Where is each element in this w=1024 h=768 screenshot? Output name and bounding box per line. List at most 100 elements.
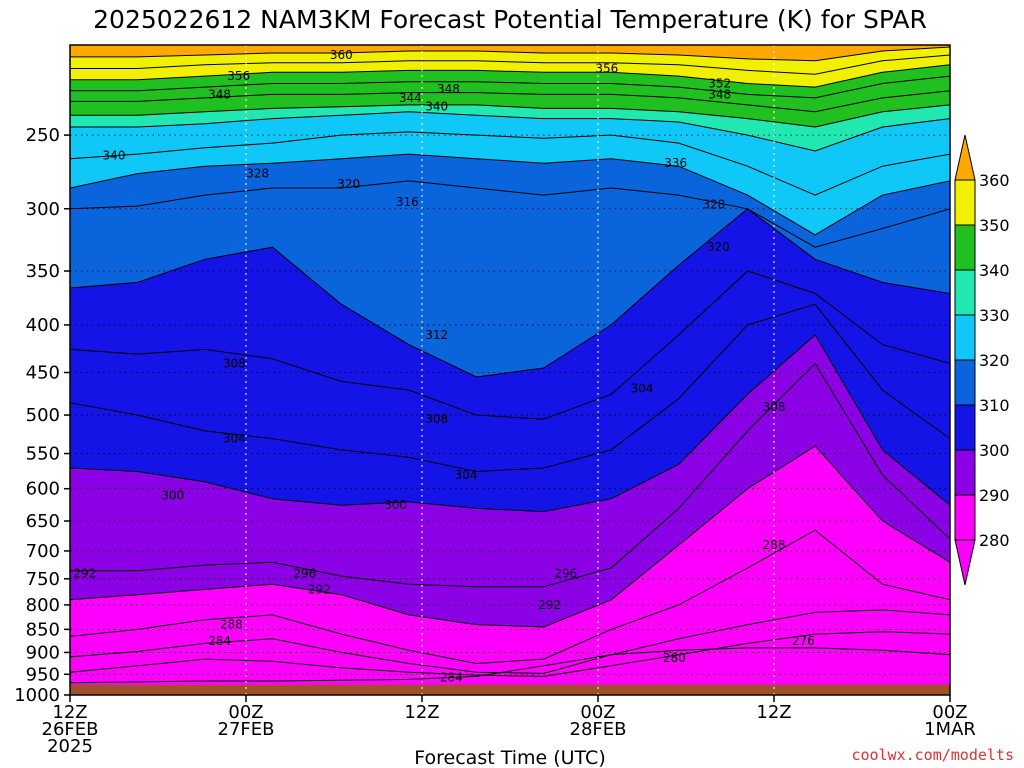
- colorbar-segment: [954, 404, 976, 451]
- isentrope-304: [70, 303, 950, 473]
- contour-label: 360: [330, 48, 353, 62]
- contour-label: 296: [554, 566, 577, 580]
- x-tick-label: 00Z: [580, 702, 615, 723]
- x-tick-label: 28FEB: [570, 719, 627, 740]
- colorbar-segment: [954, 269, 976, 316]
- contour-label: 348: [208, 87, 231, 101]
- isentrope-308: [70, 270, 950, 420]
- isentrope-360: [70, 46, 950, 62]
- contour-label: 312: [425, 328, 448, 342]
- y-tick-label: 500: [26, 405, 60, 426]
- contour-label: 316: [396, 195, 419, 209]
- x-axis-label: Forecast Time (UTC): [414, 747, 605, 768]
- isentrope-292: [70, 445, 950, 628]
- contour-label: 292: [538, 598, 561, 612]
- colorbar-label: 290: [979, 486, 1010, 505]
- isentrope-320: [70, 153, 950, 236]
- colorbar-segment: [954, 179, 976, 226]
- y-axis: 2503003504004505005506006507007508008509…: [14, 125, 70, 706]
- contour-label: 280: [663, 651, 686, 665]
- isentrope-296: [70, 362, 950, 588]
- y-tick-label: 750: [26, 569, 60, 590]
- x-tick-label: 00Z: [932, 702, 967, 723]
- x-tick-label: 2025: [47, 736, 93, 757]
- contour-label: 336: [664, 156, 687, 170]
- x-tick-label: 26FEB: [42, 719, 99, 740]
- contour-label: 300: [161, 488, 184, 502]
- contour-label: 320: [337, 177, 360, 191]
- y-tick-label: 900: [26, 642, 60, 663]
- y-tick-label: 850: [26, 619, 60, 640]
- colorbar-segment: [954, 224, 976, 271]
- colorbar-segment: [954, 314, 976, 361]
- y-tick-label: 300: [26, 199, 60, 220]
- contour-label: 340: [103, 149, 126, 163]
- chart-title: 2025022612 NAM3KM Forecast Potential Tem…: [93, 5, 927, 34]
- contour-label: 304: [223, 432, 246, 446]
- y-tick-label: 800: [26, 595, 60, 616]
- colorbar-segment: [954, 494, 976, 541]
- isentrope-300: [70, 334, 950, 513]
- colorbar-label: 320: [979, 351, 1010, 370]
- contour-label: 284: [208, 634, 231, 648]
- y-tick-label: 950: [26, 664, 60, 685]
- contour-label: 304: [455, 468, 478, 482]
- x-tick-label: 1MAR: [924, 719, 976, 740]
- colorbar-label: 330: [979, 306, 1010, 325]
- contour-label: 308: [425, 412, 448, 426]
- contour-label: 288: [763, 538, 786, 552]
- contour-label: 304: [631, 381, 654, 395]
- isentrope-340: [70, 104, 950, 128]
- isentrope-344: [70, 90, 950, 113]
- contour-label: 300: [384, 498, 407, 512]
- contour-label: 352: [708, 76, 731, 90]
- contour-label-layer: 3603563483443403563523483483403283203163…: [73, 48, 815, 685]
- isentrope-316: [70, 180, 950, 248]
- x-tick-label: 12Z: [52, 702, 87, 723]
- y-tick-label: 450: [26, 363, 60, 384]
- ground-layer: [70, 684, 950, 695]
- contour-label: 308: [223, 356, 246, 370]
- contour-label: 356: [595, 62, 618, 76]
- credit-text: coolwx.com/modelts: [851, 746, 1014, 764]
- colorbar-label: 310: [979, 396, 1010, 415]
- contour-label: 292: [73, 566, 96, 580]
- colorbar-segment: [954, 449, 976, 496]
- contour-label: 356: [227, 69, 250, 83]
- x-tick-label: 12Z: [756, 702, 791, 723]
- contour-label: 340: [425, 100, 448, 114]
- isentrope-line-layer: [70, 46, 950, 684]
- potential-temperature-fill-layer: [70, 45, 950, 695]
- isentrope-356: [70, 54, 950, 75]
- isentrope-288: [70, 529, 950, 665]
- colorbar-label: 350: [979, 216, 1010, 235]
- contour-label: 348: [708, 87, 731, 101]
- y-tick-label: 650: [26, 511, 60, 532]
- isentrope-328: [70, 131, 950, 196]
- contour-label: 320: [707, 240, 730, 254]
- colorbar-label: 340: [979, 261, 1010, 280]
- y-tick-label: 250: [26, 125, 60, 146]
- contour-label: 308: [763, 400, 786, 414]
- plot-frame: [69, 44, 951, 696]
- x-tick-label: 00Z: [228, 702, 263, 723]
- ground-band: [70, 684, 950, 695]
- y-tick-label: 350: [26, 261, 60, 282]
- isentrope-352: [70, 64, 950, 88]
- contour-label: 328: [246, 167, 269, 181]
- contour-label: 276: [792, 634, 815, 648]
- x-tick-label: 27FEB: [218, 719, 275, 740]
- contour-label: 344: [399, 91, 422, 105]
- grid-layer: [70, 45, 950, 696]
- colorbar-extend-top: [954, 134, 976, 181]
- contour-label: 284: [440, 671, 463, 685]
- contour-label: 348: [437, 82, 460, 96]
- colorbar-label: 280: [979, 531, 1010, 550]
- colorbar-label: 360: [979, 171, 1010, 190]
- colorbar-segment: [954, 359, 976, 406]
- contour-label: 292: [308, 582, 331, 596]
- isentrope-284: [70, 609, 950, 674]
- y-tick-label: 1000: [14, 685, 60, 706]
